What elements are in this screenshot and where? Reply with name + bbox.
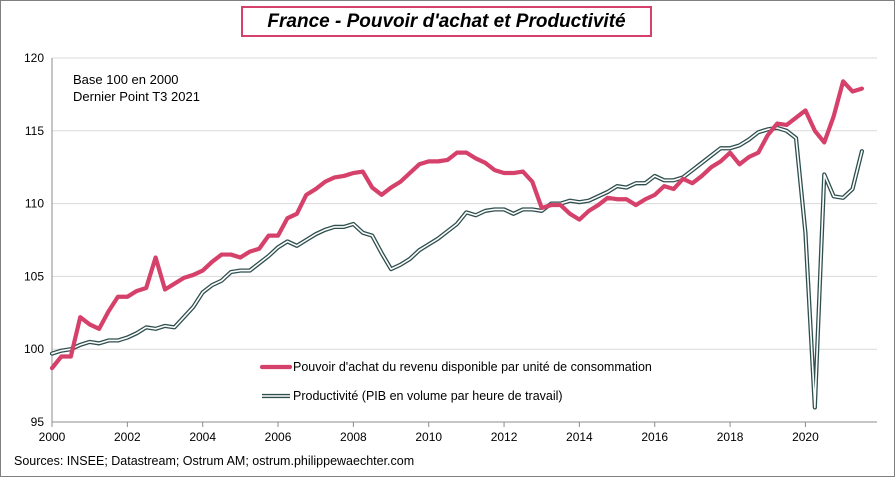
series-lines [49,79,865,410]
x-tick-label: 2000 [39,430,66,444]
x-tick-label: 2006 [265,430,292,444]
series-line-purchasing-power [49,79,865,371]
y-tick-label: 110 [25,197,44,211]
annotation-text: Dernier Point T3 2021 [73,89,200,104]
y-tick-label: 120 [24,51,44,65]
title-box: France - Pouvoir d'achat et Productivité [241,6,652,37]
legend: Pouvoir d'achat du revenu disponible par… [259,360,652,403]
x-tick-label: 2012 [491,430,518,444]
y-tick-label: 95 [31,415,45,429]
y-tick-label: 115 [25,124,44,138]
chart-title: France - Pouvoir d'achat et Productivité [267,10,626,32]
series-line-productivity [51,127,863,409]
annotations: Base 100 en 2000 Dernier Point T3 2021 [73,72,200,104]
y-tick-label: 105 [24,269,44,283]
x-tick-label: 2016 [641,430,668,444]
y-tick-label: 100 [24,342,44,356]
x-tick-label: 2002 [114,430,141,444]
source-note: Sources: INSEE; Datastream; Ostrum AM; o… [14,454,415,468]
x-tick-label: 2020 [792,430,819,444]
annotation-text: Base 100 en 2000 [73,72,179,87]
x-tick-label: 2010 [415,430,442,444]
gridlines [52,57,877,350]
axes: 95 100 105 110 115 120 2000 2002 2004 2006 2008 201… [24,51,877,444]
x-tick-label: 2008 [340,430,367,444]
x-tick-label: 2018 [717,430,744,444]
legend-label: Productivité (PIB en volume par heure de… [293,389,563,403]
x-tick-label: 2014 [566,430,593,444]
legend-label: Pouvoir d'achat du revenu disponible par… [293,360,652,374]
x-tick-label: 2004 [189,430,216,444]
